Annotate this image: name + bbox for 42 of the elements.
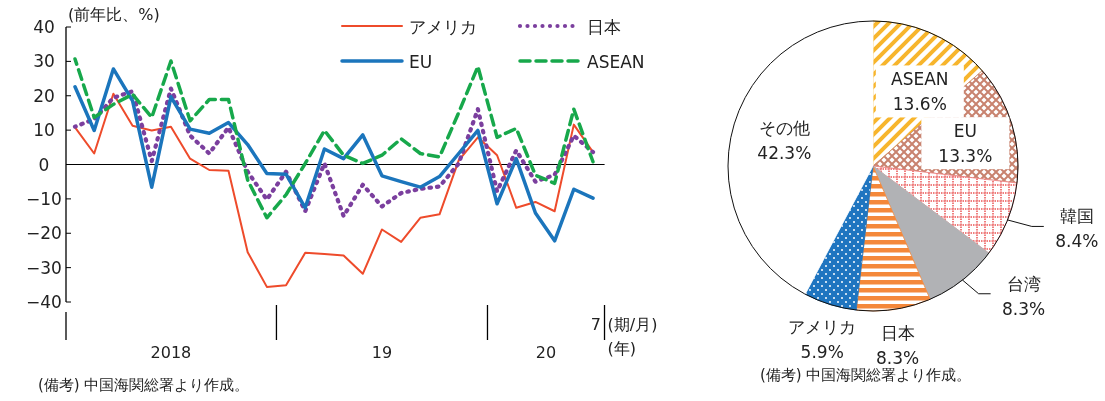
text: (備考) 中国海関総署より作成。 <box>38 376 250 394</box>
x-tick-label: 7 <box>590 315 601 334</box>
data-label: 5.9% <box>800 342 844 363</box>
y-tick-label: −20 <box>26 223 62 244</box>
x-axis-title: (期/月) (年) <box>607 315 658 358</box>
data-label: 13.3% <box>938 146 993 167</box>
pie-slice <box>855 165 931 312</box>
slice-label: アメリカ <box>788 317 857 338</box>
legend-label: ASEAN <box>587 52 645 72</box>
line-series <box>73 67 595 243</box>
text: 19 <box>371 343 393 362</box>
y-tick-label: −30 <box>26 257 62 278</box>
legend-label: EU <box>409 52 433 72</box>
y-tick-label: 10 <box>33 120 55 141</box>
y-tick-label: 20 <box>33 85 55 106</box>
text: 20 <box>535 343 557 362</box>
slice-label: EU <box>953 121 977 142</box>
y-tick-label: 40 <box>33 17 55 37</box>
y-tick-label: −10 <box>26 188 62 209</box>
slice-label: 日本 <box>880 322 915 343</box>
legend-label: 日本 <box>587 17 621 37</box>
data-label: 42.3% <box>757 143 812 163</box>
y-axis-title: (前年比、%) <box>68 5 160 24</box>
slice-label: 韓国 <box>1059 206 1094 227</box>
data-label: 8.3% <box>876 347 920 368</box>
line-series <box>74 92 594 288</box>
y-tick-label: 0 <box>38 154 50 175</box>
text: (備考) 中国海関総署より作成。 <box>760 366 972 384</box>
pie-slice <box>872 165 1018 254</box>
pie-slice <box>804 165 874 311</box>
y-tick-label: −40 <box>26 292 62 312</box>
data-label: 8.4% <box>1055 231 1099 252</box>
legend-label: アメリカ <box>409 17 477 37</box>
slice-label: 台湾 <box>1006 273 1041 294</box>
y-tick-label: 30 <box>33 51 55 72</box>
line-series <box>72 86 596 219</box>
slice-label: その他 <box>758 118 810 138</box>
text: 2018 <box>150 343 192 362</box>
pie-slice <box>872 165 990 300</box>
data-label: 13.6% <box>892 94 947 115</box>
slice-label: ASEAN <box>891 69 949 90</box>
data-label: 8.3% <box>1002 298 1046 319</box>
